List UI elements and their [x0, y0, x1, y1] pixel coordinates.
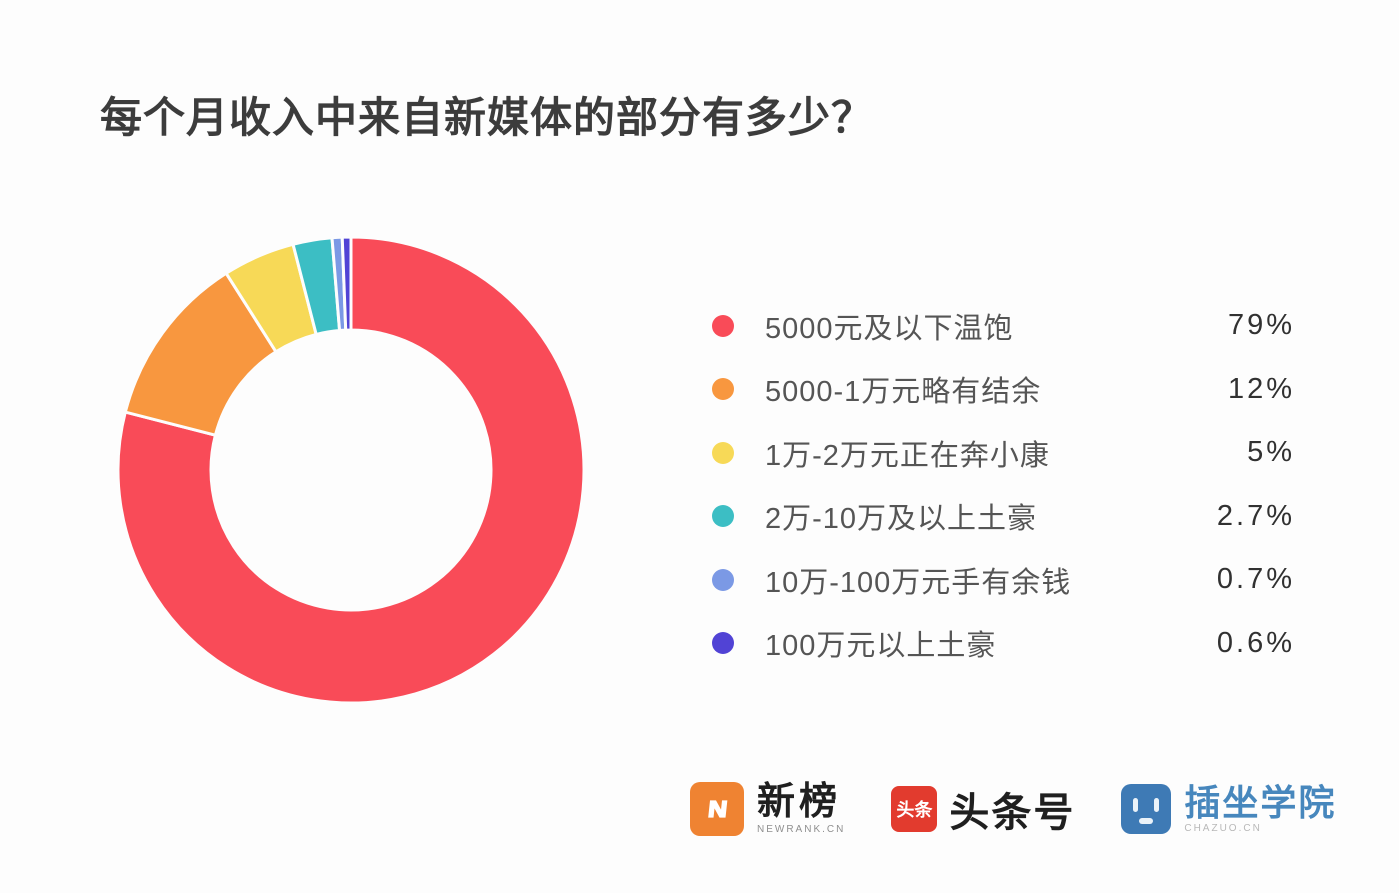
legend-item: 2万-10万及以上土豪 2.7%: [712, 485, 1295, 549]
legend-value: 5%: [1247, 436, 1295, 469]
legend-item: 1万-2万元正在奔小康 5%: [712, 421, 1295, 485]
chazuo-eye-left: [1133, 797, 1139, 812]
legend-label: 100万元以上土豪: [765, 630, 997, 663]
donut-chart: [116, 235, 586, 705]
legend-swatch: [712, 568, 734, 591]
toutiao-icon: 头条: [891, 786, 938, 832]
newrank-caption: NEWRANK.CN: [757, 824, 846, 836]
chazuo-caption: CHAZUO.CN: [1184, 823, 1262, 835]
newrank-n-glyph: [708, 800, 728, 818]
newrank-name: 新榜: [757, 780, 842, 823]
legend-value: 79%: [1227, 309, 1295, 342]
toutiao-icon-text: 头条: [896, 800, 933, 820]
legend-swatch: [712, 632, 734, 655]
legend-swatch: [712, 505, 734, 528]
page-title: 每个月收入中来自新媒体的部分有多少？: [100, 94, 875, 141]
legend-item: 5000-1万元略有结余 12%: [712, 358, 1295, 422]
legend-label: 5000元及以下温饱: [765, 312, 1014, 345]
legend: 5000元及以下温饱 79% 5000-1万元略有结余 12% 1万-2万元正在奔小康 5…: [712, 294, 1295, 675]
legend-item: 10万-100万元手有余钱 0.7%: [712, 548, 1295, 612]
legend-label: 5000-1万元略有结余: [765, 376, 1042, 409]
legend-value: 0.6%: [1216, 626, 1295, 659]
logo-newrank: 新榜 NEWRANK.CN: [690, 782, 845, 836]
legend-value: 0.7%: [1216, 563, 1295, 596]
legend-label: 1万-2万元正在奔小康: [765, 439, 1050, 472]
legend-item: 5000元及以下温饱 79%: [712, 294, 1295, 358]
legend-value: 12%: [1227, 372, 1295, 405]
toutiao-name: 头条号: [949, 791, 1076, 835]
legend-item: 100万元以上土豪 0.6%: [712, 612, 1295, 676]
newrank-lightning-n-icon: [690, 782, 744, 836]
legend-label: 2万-10万及以上土豪: [765, 503, 1038, 536]
legend-swatch: [712, 441, 734, 464]
legend-label: 10万-100万元手有余钱: [765, 566, 1072, 599]
chazuo-eye-right: [1154, 797, 1160, 812]
donut-chart-svg: [116, 235, 586, 705]
legend-swatch: [712, 378, 734, 401]
chazuo-mouth: [1139, 817, 1154, 824]
logo-chazuo: 插坐学院 CHAZUO.CN: [1121, 781, 1337, 835]
donut-slice-0: [116, 235, 586, 705]
donut-slice-5: [340, 235, 353, 332]
chazuo-name: 插坐学院: [1184, 781, 1337, 823]
legend-swatch: [712, 314, 734, 337]
legend-value: 2.7%: [1216, 499, 1295, 532]
logo-toutiao: 头条 头条号: [891, 780, 1075, 838]
footer-logos: 新榜 NEWRANK.CN 头条 头条号 插坐学院 CHAZUO.CN: [690, 772, 1336, 846]
chazuo-robot-face-icon: [1121, 783, 1172, 834]
